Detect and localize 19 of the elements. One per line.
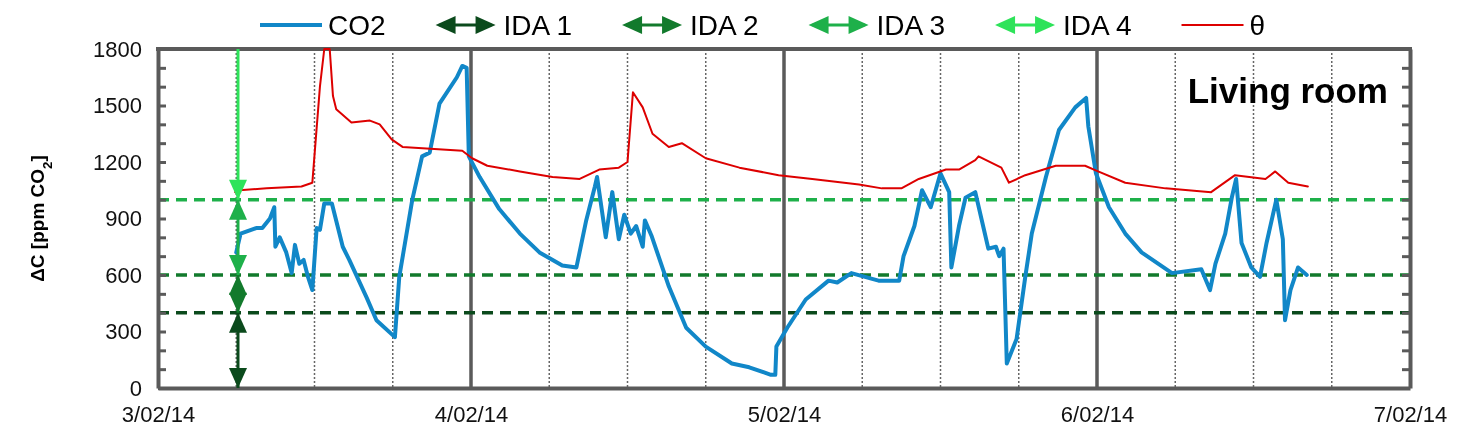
text: IDA 3 bbox=[876, 10, 946, 41]
x-tick-label: 4/02/14 bbox=[434, 401, 509, 427]
legend-label: θ bbox=[1249, 10, 1266, 41]
text: IDA 4 bbox=[1063, 10, 1132, 41]
y-tick-label: 1200 bbox=[93, 149, 142, 175]
x-tick-label: 3/02/14 bbox=[121, 401, 196, 427]
annotation: Living room bbox=[1187, 71, 1388, 110]
x-tick-label: 7/02/14 bbox=[1373, 401, 1448, 427]
y-tick-label: 1800 bbox=[93, 36, 142, 62]
x-tick-label: 6/02/14 bbox=[1060, 401, 1135, 427]
x-tick-label: 5/02/14 bbox=[747, 401, 822, 427]
y-tick-label: 0 bbox=[129, 375, 142, 401]
y-tick-label: 1500 bbox=[93, 93, 142, 119]
y-tick-label: 900 bbox=[105, 206, 142, 232]
text: IDA 2 bbox=[690, 10, 759, 41]
text: IDA 1 bbox=[503, 10, 573, 41]
y-tick-label: 300 bbox=[105, 319, 142, 345]
y-tick-label: 600 bbox=[105, 262, 142, 288]
legend-label: CO2 bbox=[328, 10, 386, 41]
